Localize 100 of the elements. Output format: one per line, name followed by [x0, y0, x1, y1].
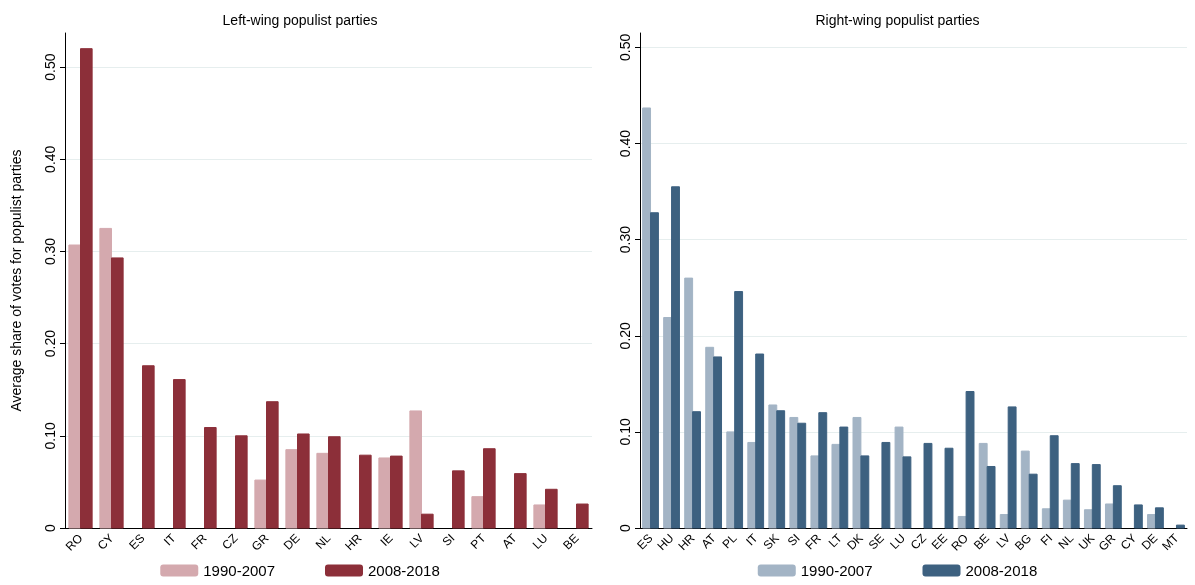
x-tick-label: IT: [743, 530, 762, 549]
bar: [297, 433, 310, 529]
bar: [839, 426, 849, 529]
bar: [881, 441, 891, 529]
x-tick-label: PT: [467, 530, 489, 552]
bar: [944, 447, 954, 529]
bar: [831, 443, 841, 529]
y-tick-label: 0.40: [617, 129, 633, 158]
x-tick-label: LU: [529, 531, 551, 552]
bar: [316, 452, 329, 529]
x-tick-label: BE: [560, 531, 582, 553]
bar: [254, 479, 267, 529]
legend-label: 2008-2018: [368, 562, 440, 579]
bar: [576, 503, 589, 529]
bar: [1112, 485, 1122, 529]
bar: [1028, 473, 1038, 529]
bar: [142, 365, 155, 529]
bar: [860, 455, 870, 529]
x-tick-label: UK: [1075, 531, 1098, 553]
y-tick-label: 0.20: [42, 329, 58, 358]
x-tick-label: ES: [126, 531, 148, 553]
bar: [810, 455, 820, 529]
bar: [642, 107, 652, 529]
x-tick-label: LU: [887, 531, 908, 552]
bar: [776, 410, 786, 529]
bar: [99, 227, 112, 529]
bar: [266, 401, 279, 529]
bar: [1020, 450, 1030, 529]
x-tick-label: GR: [248, 530, 272, 554]
x-tick-label: CZ: [907, 531, 929, 553]
bar: [1083, 509, 1093, 529]
chart-title: Right-wing populist parties: [815, 12, 980, 28]
y-axis-title: Average share of votes for populist parties: [8, 149, 24, 412]
x-tick-label: AT: [499, 530, 520, 552]
chart-title: Left-wing populist parties: [222, 12, 378, 28]
y-tick-label: 0.20: [617, 321, 633, 350]
x-tick-label: SI: [439, 531, 458, 549]
bar: [1154, 507, 1164, 529]
bar: [999, 514, 1009, 529]
x-tick-label: LV: [993, 531, 1014, 551]
bar: [235, 435, 248, 529]
x-tick-label: NL: [1055, 530, 1077, 552]
bar: [545, 488, 558, 529]
y-tick-label: 0.30: [617, 225, 633, 254]
bar: [734, 291, 744, 529]
bar: [483, 448, 496, 529]
x-tick-label: CY: [94, 531, 117, 553]
bar: [768, 404, 778, 529]
bar: [1007, 406, 1017, 529]
x-tick-label: BE: [970, 531, 993, 553]
bar: [747, 441, 757, 529]
bar: [705, 346, 715, 529]
x-tick-label: AT: [698, 530, 720, 552]
bar: [1175, 524, 1185, 529]
y-tick-label: 0: [42, 523, 58, 532]
y-tick-label: 0.10: [617, 418, 633, 446]
bar: [671, 186, 680, 529]
x-tick-label: RO: [948, 531, 972, 554]
y-tick-label: 0: [617, 523, 633, 532]
x-tick-label: HR: [342, 530, 365, 554]
bar: [713, 356, 723, 529]
bar: [173, 379, 186, 529]
x-tick-label: LT: [825, 530, 846, 551]
legend-label: 1990-2007: [203, 562, 275, 579]
x-tick-label: EE: [928, 531, 951, 553]
bar: [684, 277, 694, 529]
bar: [471, 496, 484, 529]
bar: [986, 465, 996, 529]
x-tick-label: GR: [1095, 530, 1119, 554]
bar: [797, 422, 807, 529]
bar: [378, 457, 391, 529]
x-tick-label: FR: [802, 530, 825, 553]
x-tick-label: CZ: [219, 531, 241, 553]
bar: [650, 212, 659, 529]
bar: [1070, 463, 1080, 529]
bar: [285, 449, 298, 529]
bar: [390, 455, 403, 529]
bar: [1041, 508, 1051, 529]
bar: [80, 48, 93, 529]
bar: [1104, 503, 1114, 529]
bar: [755, 353, 765, 529]
bar: [965, 391, 975, 529]
bar: [726, 431, 736, 529]
bar: [204, 427, 217, 529]
bar: [409, 410, 422, 529]
bar: [1091, 464, 1101, 529]
bar: [514, 473, 527, 529]
x-tick-label: LV: [406, 531, 427, 551]
x-tick-label: SK: [760, 531, 782, 553]
y-tick-label: 0.10: [42, 421, 58, 450]
y-tick-label: 0.40: [42, 145, 58, 173]
legend-label: 2008-2018: [965, 562, 1038, 579]
x-tick-label: SI: [784, 531, 803, 549]
x-tick-label: DE: [1138, 531, 1161, 553]
x-tick-label: FR: [188, 530, 210, 553]
y-tick-label: 0.50: [42, 53, 58, 81]
bar: [789, 416, 799, 529]
bar: [452, 470, 465, 529]
bar: [1133, 504, 1143, 529]
bar: [1049, 435, 1059, 529]
